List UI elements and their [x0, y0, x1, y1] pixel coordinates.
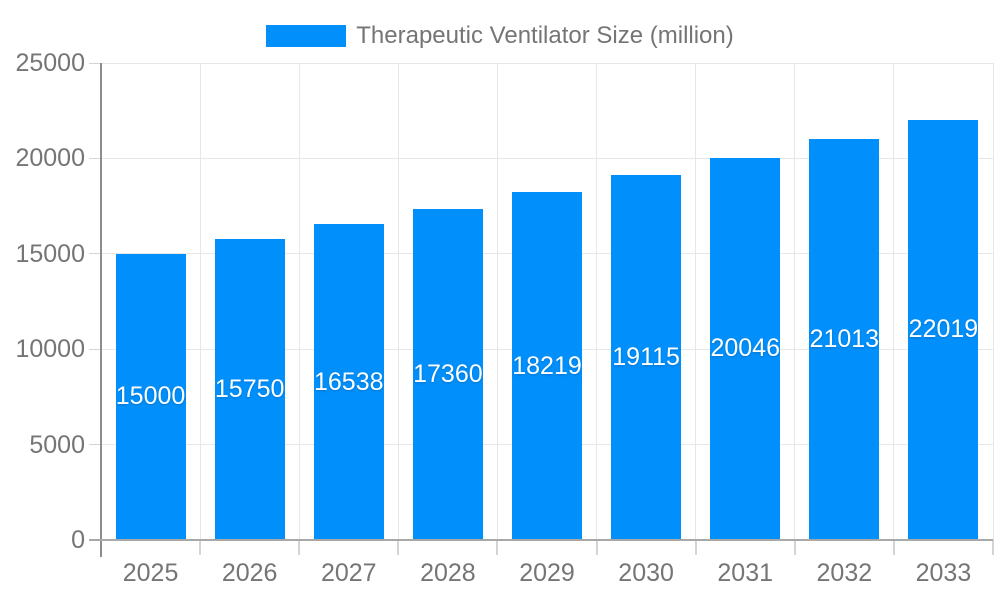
x-axis-tick: [892, 540, 895, 555]
y-axis-tick: [89, 348, 101, 350]
x-axis-label: 2025: [122, 559, 179, 587]
grid-line-vertical: [893, 63, 895, 540]
grid-line-vertical: [496, 63, 498, 540]
bar-value-label: 20046: [710, 334, 780, 363]
y-axis-label: 10000: [15, 335, 85, 364]
bar-value-label: 22019: [908, 315, 979, 344]
x-axis-label: 2033: [915, 559, 972, 587]
y-axis-tick: [89, 253, 101, 255]
grid-line-vertical: [199, 63, 201, 540]
bar[interactable]: 15000: [115, 253, 186, 539]
x-axis-label: 2026: [221, 559, 278, 587]
grid-line-vertical: [596, 63, 598, 540]
y-axis-tick: [89, 62, 101, 64]
legend-label: Therapeutic Ventilator Size (million): [356, 22, 734, 49]
bar[interactable]: 16538: [313, 224, 384, 539]
x-axis-label: 2029: [519, 559, 575, 587]
y-axis-tick: [89, 157, 101, 159]
grid-line-horizontal: [101, 62, 993, 64]
x-axis-tick: [298, 540, 301, 555]
grid-line-vertical: [794, 63, 796, 540]
x-axis-tick: [199, 540, 202, 555]
x-axis-label: 2031: [717, 559, 774, 587]
bar-value-label: 19115: [612, 343, 680, 372]
y-axis-label: 20000: [15, 144, 85, 173]
x-axis-tick: [397, 540, 400, 555]
bar-value-label: 15750: [214, 375, 285, 404]
x-axis-line: [89, 539, 993, 541]
grid-line-vertical: [397, 63, 399, 540]
bar[interactable]: 20046: [710, 157, 781, 539]
bar[interactable]: 15750: [214, 239, 285, 539]
bar[interactable]: 18219: [512, 192, 582, 539]
y-axis-line: [100, 63, 102, 557]
legend-item[interactable]: Therapeutic Ventilator Size (million): [0, 22, 1000, 50]
grid-line-horizontal: [101, 157, 993, 159]
y-axis-label: 15000: [15, 239, 85, 268]
bar-value-label: 15000: [115, 382, 186, 411]
bar-value-label: 21013: [809, 325, 880, 354]
x-axis-tick: [793, 540, 796, 555]
x-axis-label: 2030: [618, 559, 674, 587]
grid-line-vertical: [695, 63, 697, 540]
bar-value-label: 17360: [413, 359, 483, 388]
y-axis-label: 0: [71, 526, 85, 554]
grid-line-vertical: [298, 63, 300, 540]
legend-swatch: [266, 25, 347, 47]
bar[interactable]: 17360: [412, 208, 483, 539]
y-axis-label: 25000: [15, 49, 85, 77]
y-axis-tick: [89, 444, 101, 446]
x-axis-tick: [496, 540, 499, 555]
bar[interactable]: 21013: [809, 139, 880, 539]
bar[interactable]: 22019: [908, 119, 979, 539]
x-axis-label: 2032: [816, 559, 873, 587]
bar-value-label: 16538: [314, 367, 384, 396]
grid-line-vertical: [992, 63, 994, 540]
x-axis-tick: [595, 540, 598, 555]
y-axis-label: 5000: [29, 430, 85, 459]
x-axis-label: 2027: [320, 559, 377, 587]
x-axis-tick: [992, 540, 994, 555]
x-axis-tick: [694, 540, 697, 555]
bar-value-label: 18219: [512, 351, 582, 380]
x-axis-label: 2028: [420, 559, 476, 587]
bar[interactable]: 19115: [611, 175, 682, 539]
